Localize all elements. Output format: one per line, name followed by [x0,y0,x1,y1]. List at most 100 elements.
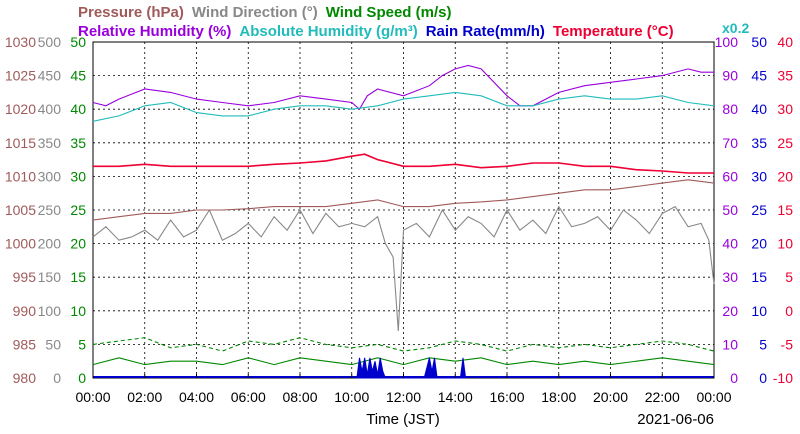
chart-grid [92,41,715,379]
tick-x: 12:00 [386,389,421,405]
tick-wind_speed: 15 [70,269,86,285]
tick-wind_direction: 250 [38,202,62,218]
tick-humidity: 70 [722,135,738,151]
tick-wind_direction: 400 [38,101,62,117]
tick-temperature: 30 [777,101,793,117]
tick-wind_speed: 5 [78,336,86,352]
tick-wind_speed: 0 [78,370,86,386]
tick-temperature: 40 [777,34,793,50]
legend-line2-1: Absolute Humidity (g/m³) [239,23,417,40]
series-abs_humidity [92,91,715,122]
tick-humidity: 80 [722,101,738,117]
tick-x: 06:00 [231,389,266,405]
tick-wind_speed: 20 [70,236,86,252]
tick-wind_speed: 40 [70,101,86,117]
tick-temperature: -5 [781,336,794,352]
legend-line2-2: Rain Rate(mm/h) [426,23,545,40]
tick-wind_speed: 25 [70,202,86,218]
tick-x: 04:00 [179,389,214,405]
tick-temperature: 10 [777,236,793,252]
tick-rain: 5 [759,336,767,352]
series-wind_direction [92,205,715,332]
legend-line1-2: Wind Speed (m/s) [326,4,452,21]
tick-pressure: 990 [13,303,37,319]
tick-x: 20:00 [593,389,628,405]
tick-pressure: 985 [13,336,37,352]
tick-x: 08:00 [282,389,317,405]
tick-rain: 0 [759,370,767,386]
tick-temperature: 0 [785,303,793,319]
tick-humidity: 100 [715,34,739,50]
tick-wind_speed: 45 [70,68,86,84]
tick-rain: 10 [751,303,767,319]
tick-wind_direction: 500 [38,34,62,50]
tick-temperature: 20 [777,168,793,184]
chart-date: 2021-06-06 [637,411,714,428]
tick-rain: 25 [751,202,767,218]
tick-rain: 45 [751,68,767,84]
tick-wind_direction: 200 [38,236,62,252]
tick-wind_speed: 35 [70,135,86,151]
series-pressure [92,179,715,221]
tick-wind_direction: 350 [38,135,62,151]
legend-line1-1: Wind Direction (°) [192,4,318,21]
tick-humidity: 50 [722,202,738,218]
tick-x: 10:00 [334,389,369,405]
tick-x: 02:00 [127,389,162,405]
tick-pressure: 1005 [5,202,36,218]
tick-wind_direction: 0 [53,370,61,386]
series-humidity [92,64,714,111]
tick-wind_speed: 10 [70,303,86,319]
tick-temperature: 5 [785,269,793,285]
tick-rain: 50 [751,34,767,50]
tick-pressure: 1030 [5,34,36,50]
tick-humidity: 30 [722,269,738,285]
legend-line1-0: Pressure (hPa) [78,4,184,21]
tick-pressure: 980 [13,370,37,386]
legend-multiplier: x0.2 [722,20,749,36]
tick-pressure: 995 [13,269,37,285]
tick-pressure: 1000 [5,236,36,252]
series-wind_speed [92,357,715,366]
tick-x: 00:00 [75,389,110,405]
series-temperature [93,153,714,174]
chart-header: Pressure (hPa) Wind Direction (°) Wind Spe… [78,4,749,40]
tick-x: 00:00 [696,389,731,405]
tick-wind_direction: 50 [45,336,61,352]
tick-x: 22:00 [645,389,680,405]
tick-temperature: -10 [773,370,793,386]
tick-x: 18:00 [541,389,576,405]
tick-humidity: 60 [722,168,738,184]
tick-x: 16:00 [489,389,524,405]
tick-wind_direction: 100 [38,303,62,319]
tick-rain: 30 [751,168,767,184]
tick-temperature: 35 [777,68,793,84]
chart-axes: 1030102510201015101010051000995990985980… [5,34,793,428]
legend-line2-0: Relative Humidity (%) [78,23,231,40]
tick-temperature: 15 [777,202,793,218]
tick-wind_direction: 450 [38,68,62,84]
tick-rain: 20 [751,236,767,252]
series-wind_speed-gust [92,337,715,352]
tick-pressure: 1010 [5,168,36,184]
tick-pressure: 1020 [5,101,36,117]
tick-pressure: 1025 [5,68,36,84]
tick-wind_speed: 50 [70,34,86,50]
tick-rain: 35 [751,135,767,151]
tick-x: 14:00 [438,389,473,405]
x-axis-label: Time (JST) [366,411,440,428]
tick-wind_direction: 300 [38,168,62,184]
tick-humidity: 40 [722,236,738,252]
tick-humidity: 10 [722,336,738,352]
tick-rain: 15 [751,269,767,285]
tick-pressure: 1015 [5,135,36,151]
tick-humidity: 20 [722,303,738,319]
tick-humidity: 90 [722,68,738,84]
legend-line2-3: Temperature (°C) [553,23,674,40]
tick-temperature: 25 [777,135,793,151]
tick-rain: 40 [751,101,767,117]
tick-wind_speed: 30 [70,168,86,184]
tick-humidity: 0 [730,370,738,386]
tick-wind_direction: 150 [38,269,62,285]
